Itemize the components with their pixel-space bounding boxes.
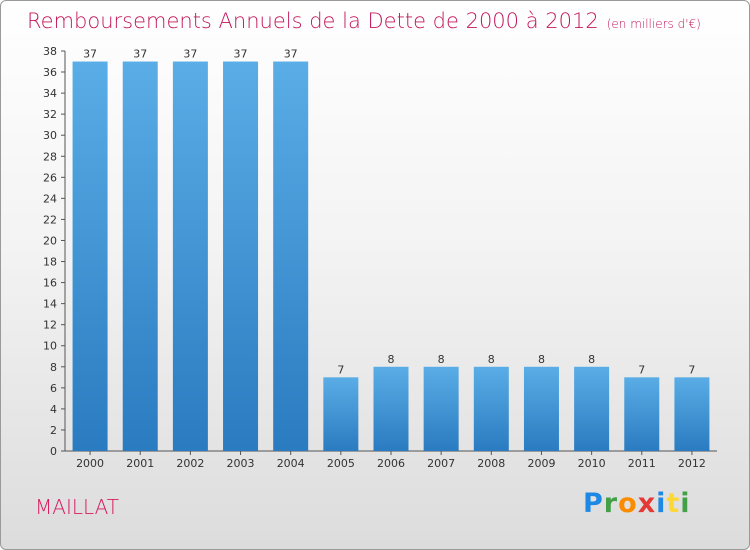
data-label: 37 [234, 48, 248, 61]
y-tick-label: 28 [43, 150, 57, 163]
data-label: 8 [588, 353, 595, 366]
y-tick-label: 8 [50, 361, 57, 374]
x-tick-label: 2006 [377, 457, 405, 470]
y-tick-label: 10 [43, 340, 57, 353]
logo-letter: r [603, 488, 619, 519]
commune-name: MAILLAT [35, 495, 119, 519]
bar [72, 61, 108, 452]
bar [122, 61, 158, 452]
data-label: 7 [337, 363, 344, 376]
logo-letter: i [680, 488, 691, 519]
data-label: 37 [183, 48, 197, 61]
data-label: 8 [538, 353, 545, 366]
chart-title: Remboursements Annuels de la Dette de 20… [27, 9, 701, 33]
bar [674, 377, 710, 451]
y-tick-label: 0 [50, 445, 57, 458]
data-label: 37 [83, 48, 97, 61]
y-tick-label: 16 [43, 277, 57, 290]
bar [624, 377, 660, 451]
x-tick-label: 2004 [277, 457, 305, 470]
bar [574, 366, 610, 451]
x-tick-label: 2010 [578, 457, 606, 470]
bar [523, 366, 559, 451]
y-tick-label: 22 [43, 213, 57, 226]
y-tick-label: 32 [43, 108, 57, 121]
y-tick-label: 36 [43, 66, 57, 79]
x-tick-label: 2012 [678, 457, 706, 470]
bar [373, 366, 409, 451]
logo-letter: x [637, 488, 657, 519]
x-tick-label: 2002 [176, 457, 204, 470]
logo-letter: o [618, 488, 638, 519]
data-label: 8 [438, 353, 445, 366]
y-tick-label: 2 [50, 424, 57, 437]
bar [473, 366, 509, 451]
data-label: 7 [638, 363, 645, 376]
y-tick-label: 4 [50, 403, 57, 416]
y-tick-label: 24 [43, 192, 57, 205]
y-tick-label: 14 [43, 298, 57, 311]
y-tick-label: 18 [43, 256, 57, 269]
bar [323, 377, 359, 451]
chart-title-text: Remboursements Annuels de la Dette de 20… [27, 9, 599, 33]
x-tick-label: 2005 [327, 457, 355, 470]
x-tick-label: 2011 [628, 457, 656, 470]
y-tick-label: 30 [43, 129, 57, 142]
x-tick-label: 2003 [227, 457, 255, 470]
y-tick-label: 26 [43, 171, 57, 184]
y-tick-label: 20 [43, 234, 57, 247]
bar [423, 366, 459, 451]
y-tick-label: 6 [50, 382, 57, 395]
logo-letter: i [656, 488, 667, 519]
logo-letter: P [583, 488, 604, 519]
x-tick-label: 2009 [527, 457, 555, 470]
chart-unit-label: (en milliers d'€) [606, 17, 701, 31]
y-tick-label: 12 [43, 319, 57, 332]
x-tick-label: 2000 [76, 457, 104, 470]
y-tick-label: 34 [43, 87, 57, 100]
data-label: 7 [688, 363, 695, 376]
data-label: 8 [388, 353, 395, 366]
proxiti-logo: Proxiti [583, 488, 691, 519]
logo-letter: t [666, 488, 681, 519]
y-tick-label: 38 [43, 45, 57, 58]
bar [273, 61, 309, 452]
bar [223, 61, 259, 452]
x-tick-label: 2008 [477, 457, 505, 470]
data-label: 37 [284, 48, 298, 61]
x-tick-label: 2001 [126, 457, 154, 470]
bar [172, 61, 208, 452]
data-label: 37 [133, 48, 147, 61]
x-tick-label: 2007 [427, 457, 455, 470]
data-label: 8 [488, 353, 495, 366]
